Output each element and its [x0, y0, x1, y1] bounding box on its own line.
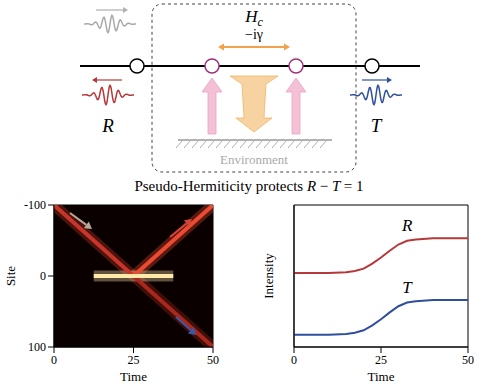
svg-text:Hc: Hc — [244, 7, 263, 29]
svg-text:T: T — [371, 115, 383, 136]
svg-text:Site: Site — [3, 266, 18, 286]
svg-text:25: 25 — [375, 353, 387, 367]
svg-text:0: 0 — [291, 353, 297, 367]
svg-text:0: 0 — [40, 269, 46, 283]
svg-text:25: 25 — [128, 353, 140, 367]
svg-text:R: R — [401, 216, 413, 235]
svg-text:-100: -100 — [24, 198, 46, 212]
svg-text:R: R — [101, 115, 114, 136]
svg-text:Time: Time — [120, 369, 147, 384]
svg-text:−iγ: −iγ — [245, 27, 263, 42]
svg-text:Intensity: Intensity — [261, 253, 276, 299]
svg-text:50: 50 — [207, 353, 219, 367]
html-text:Pseudo-Hermiticity protects R: Pseudo-Hermiticity protects R − T = 1 — [134, 178, 364, 194]
svg-text:Time: Time — [368, 369, 395, 384]
svg-text:Environment: Environment — [220, 152, 288, 167]
svg-text:100: 100 — [28, 340, 46, 354]
svg-text:0: 0 — [51, 353, 57, 367]
svg-text:T: T — [402, 278, 413, 297]
svg-text:50: 50 — [462, 353, 474, 367]
